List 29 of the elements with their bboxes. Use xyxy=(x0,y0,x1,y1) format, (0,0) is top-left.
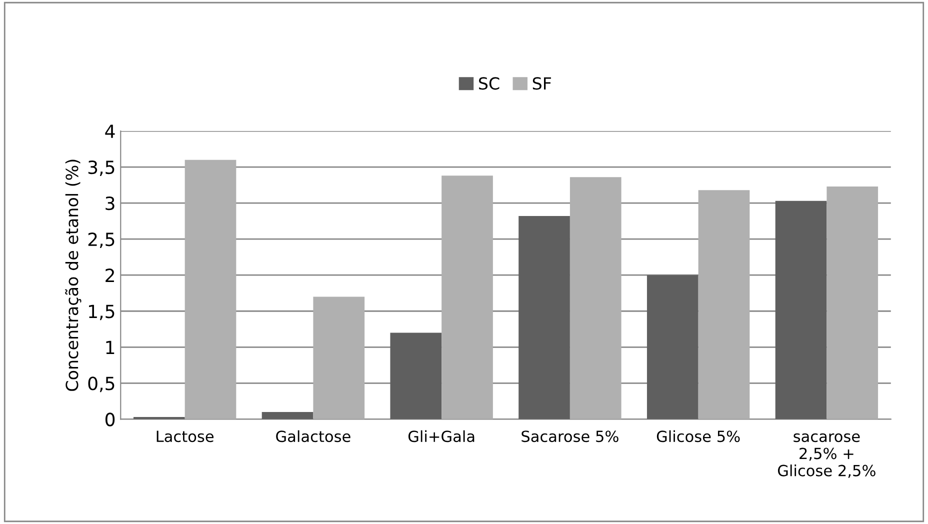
x-tick-label: Gli+Gala xyxy=(408,430,474,442)
bar xyxy=(826,186,878,420)
x-tick-label: Sacarose 5% xyxy=(522,430,618,442)
bar xyxy=(518,216,570,420)
bar xyxy=(698,190,750,420)
y-tick-label: 4 xyxy=(105,124,115,138)
x-tick-label: Lactose xyxy=(156,430,214,442)
y-tick-label: 1 xyxy=(106,340,114,354)
y-tick-label: 2,5 xyxy=(88,232,114,248)
legend-label: SF xyxy=(532,77,551,90)
y-tick-label: 3 xyxy=(106,196,114,210)
x-tick-label: Glicose 5% xyxy=(656,430,740,442)
x-tick-label: Galactose xyxy=(276,430,350,442)
y-tick-label: 0,5 xyxy=(88,376,114,392)
x-tick-label: sacarose 2,5% + Glicose 2,5% xyxy=(778,433,876,478)
bar xyxy=(184,160,236,420)
bar xyxy=(390,332,442,420)
y-axis-title: Concentração de etanol (%) xyxy=(65,160,82,391)
bar xyxy=(262,412,314,420)
bar xyxy=(775,200,827,420)
y-tick-label: 3,5 xyxy=(88,160,114,176)
legend-label: SC xyxy=(479,77,500,90)
y-tick-label: 2 xyxy=(106,268,114,282)
bar xyxy=(442,176,493,420)
bar xyxy=(313,296,365,420)
bar xyxy=(570,177,622,420)
y-tick-label: 0 xyxy=(105,412,115,426)
bar xyxy=(646,275,698,420)
y-tick-label: 1,5 xyxy=(89,304,114,320)
